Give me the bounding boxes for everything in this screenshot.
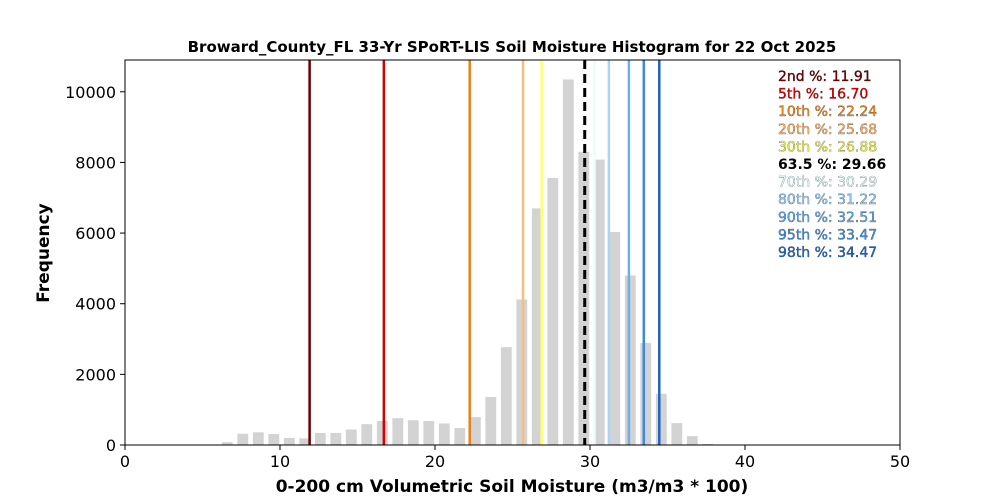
- x-axis-label: 0-200 cm Volumetric Soil Moisture (m3/m3…: [276, 477, 749, 497]
- percentile-lines: [308, 60, 661, 445]
- x-tick-label: 50: [890, 452, 910, 471]
- x-tick-label: 20: [425, 452, 445, 471]
- histogram-bar: [438, 423, 450, 445]
- histogram-bar: [609, 232, 621, 445]
- y-tick-label: 2000: [75, 365, 116, 384]
- legend-entry: 90th %: 32.51: [778, 210, 877, 226]
- legend-entry: 2nd %: 11.91: [778, 69, 872, 85]
- histogram-bar: [485, 396, 497, 445]
- legend-entry: 20th %: 25.68: [778, 122, 877, 138]
- histogram-bar: [423, 420, 435, 445]
- histogram-bar: [283, 437, 295, 445]
- y-tick-label: 0: [106, 436, 116, 455]
- x-tick-label: 0: [120, 452, 130, 471]
- y-tick-label: 4000: [75, 295, 116, 314]
- histogram-bar: [361, 424, 373, 445]
- legend-entry: 5th %: 16.70: [778, 87, 868, 103]
- histogram-bar: [237, 433, 249, 445]
- histogram-bar: [624, 275, 636, 445]
- legend-entry: 70th %: 30.29: [778, 175, 877, 191]
- histogram-bar: [702, 443, 714, 445]
- histogram-bar: [593, 159, 605, 445]
- histogram-bar: [547, 177, 559, 445]
- legend-entry: 63.5 %: 29.66: [778, 157, 886, 173]
- histogram-bar: [252, 432, 264, 445]
- histogram-bar: [671, 423, 683, 445]
- y-tick-label: 10000: [65, 83, 116, 102]
- histogram-bar: [686, 436, 698, 445]
- legend-entry: 30th %: 26.88: [778, 139, 877, 155]
- histogram-bar: [454, 428, 466, 445]
- legend-entry: 95th %: 33.47: [778, 227, 877, 243]
- x-tick-label: 30: [580, 452, 600, 471]
- x-tick-label: 40: [735, 452, 755, 471]
- histogram-bar: [655, 393, 667, 445]
- chart-title: Broward_County_FL 33-Yr SPoRT-LIS Soil M…: [188, 38, 837, 56]
- histogram-bar: [299, 438, 311, 445]
- histogram-bar: [330, 432, 342, 445]
- y-tick-label: 6000: [75, 224, 116, 243]
- histogram-bar: [640, 342, 652, 445]
- histogram-bars: [221, 79, 714, 445]
- x-tick-label: 10: [270, 452, 290, 471]
- histogram-bar: [221, 442, 233, 445]
- legend-entry: 10th %: 22.24: [778, 104, 877, 120]
- x-axis-ticks: 0 10 20 30 40 50: [120, 445, 910, 471]
- histogram-bar: [562, 79, 574, 445]
- legend-entry: 98th %: 34.47: [778, 245, 877, 261]
- y-axis-ticks: 0 2000 4000 6000 8000 10000: [65, 83, 125, 455]
- histogram-bar: [392, 418, 404, 445]
- histogram-bar: [345, 429, 357, 445]
- plot-area-frame: [124, 59, 901, 446]
- histogram-bar: [376, 420, 388, 445]
- histogram-bar: [407, 420, 419, 445]
- histogram-bar: [314, 432, 326, 445]
- legend-entry: 80th %: 31.22: [778, 192, 877, 208]
- histogram-bar: [531, 208, 543, 445]
- histogram-bar: [500, 347, 512, 445]
- y-axis-label: Frequency: [34, 203, 54, 303]
- histogram-bar: [469, 417, 481, 445]
- histogram-bar: [268, 434, 280, 445]
- y-tick-label: 8000: [75, 153, 116, 172]
